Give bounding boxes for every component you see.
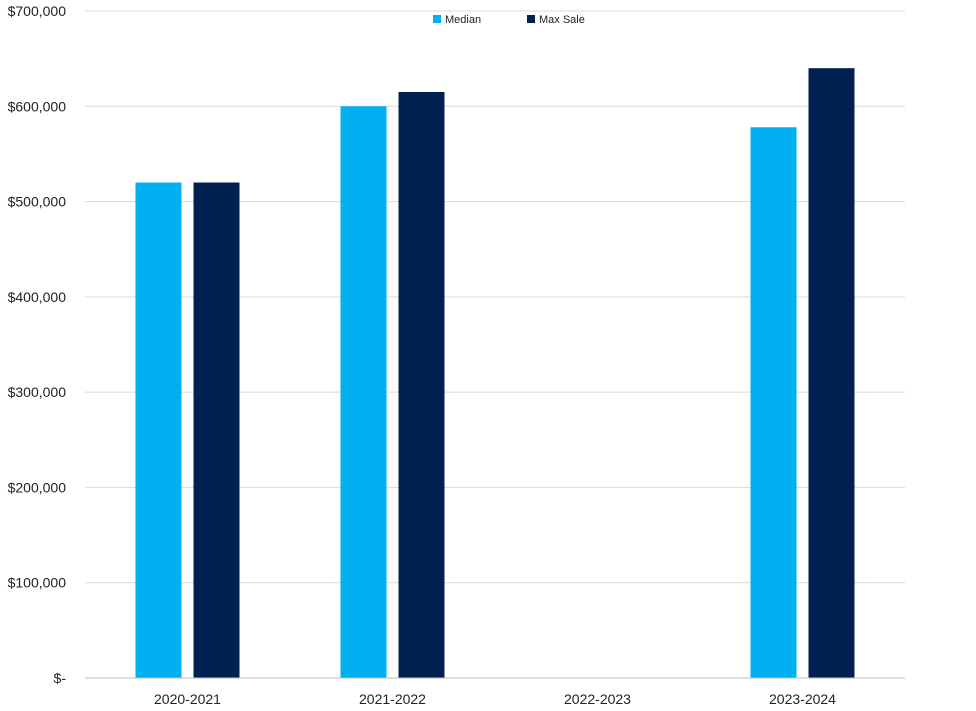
legend-swatch-max-sale (527, 15, 535, 23)
y-tick-label: $500,000 (8, 194, 67, 210)
bar-max-sale-2021-2022 (398, 91, 445, 678)
y-tick-label: $- (54, 670, 67, 686)
bar-max-sale-2020-2021 (193, 182, 240, 678)
bar-median-2021-2022 (340, 106, 387, 679)
x-tick-label: 2023-2024 (769, 691, 836, 707)
bar-median-2023-2024 (750, 127, 797, 678)
y-tick-label: $100,000 (8, 575, 67, 591)
y-tick-label: $300,000 (8, 384, 67, 400)
x-tick-label: 2021-2022 (359, 691, 426, 707)
legend-swatch-median (433, 15, 441, 23)
x-tick-label: 2022-2023 (564, 691, 631, 707)
y-tick-label: $700,000 (8, 3, 67, 19)
y-tick-label: $200,000 (8, 479, 67, 495)
x-tick-label: 2020-2021 (154, 691, 221, 707)
bar-median-2020-2021 (135, 182, 182, 678)
y-tick-label: $600,000 (8, 98, 67, 114)
bar-max-sale-2023-2024 (808, 68, 855, 678)
legend-label-median: Median (445, 14, 481, 26)
y-tick-label: $400,000 (8, 289, 67, 305)
axes: $- $100,000 $200,000 $300,000 $400,000 $500,0… (8, 3, 905, 707)
bars (135, 68, 855, 679)
legend-label-max-sale: Max Sale (539, 14, 585, 26)
legend: Median Max Sale (433, 14, 585, 26)
